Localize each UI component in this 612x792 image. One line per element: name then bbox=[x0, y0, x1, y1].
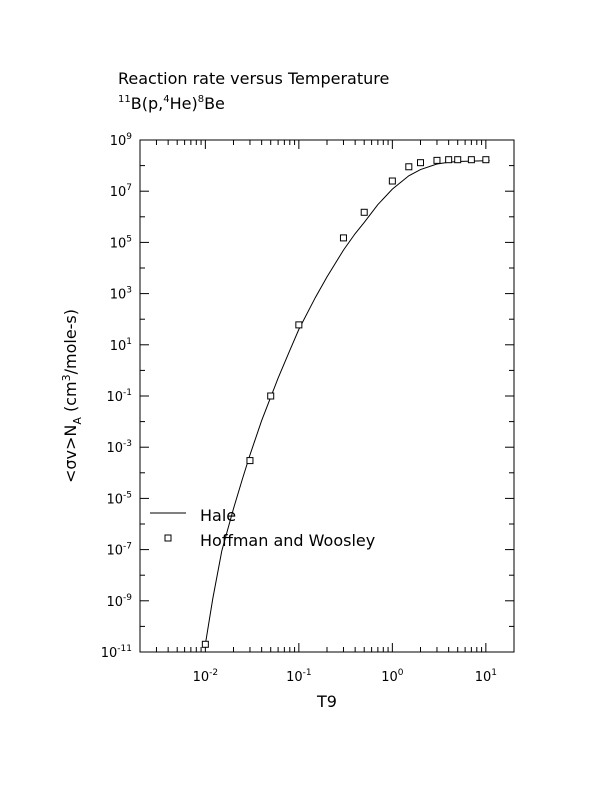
data-point-hoffman-woosley bbox=[246, 457, 254, 465]
y-tick-label: 109 bbox=[110, 132, 133, 149]
y-axis-title-main: <σv>N bbox=[61, 425, 80, 483]
y-tick-label-exponent: 7 bbox=[126, 183, 132, 193]
y-tick-label-exponent: -9 bbox=[123, 593, 132, 603]
y-tick-label: 103 bbox=[110, 286, 132, 303]
subtitle-mass-he: 4 bbox=[163, 93, 170, 105]
y-tick-label-base: 10 bbox=[110, 185, 127, 200]
y-tick-label-exponent: 1 bbox=[126, 337, 132, 347]
x-tick-label-base: 10 bbox=[286, 670, 303, 685]
y-tick-label-exponent: -11 bbox=[117, 644, 132, 654]
y-tick-label: 105 bbox=[110, 234, 132, 251]
plot-frame bbox=[139, 139, 515, 653]
y-tick-label-base: 10 bbox=[110, 236, 127, 251]
x-tick-label-base: 10 bbox=[193, 670, 210, 685]
x-tick-label-exponent: 0 bbox=[398, 668, 404, 678]
y-axis-title: <σv>NA (cm3/mole-s) bbox=[60, 309, 84, 483]
y-tick-label-exponent: -5 bbox=[123, 490, 132, 500]
data-point-hoffman-woosley bbox=[339, 234, 347, 242]
data-point-hoffman-woosley bbox=[405, 163, 413, 171]
y-tick-label-base: 10 bbox=[106, 544, 123, 559]
subtitle-elem-he: He) bbox=[169, 94, 198, 113]
x-tick-labels: 10-2 10-1 100 101 bbox=[193, 668, 497, 685]
data-point-hoffman-woosley bbox=[467, 156, 475, 164]
x-tick-label: 101 bbox=[475, 668, 497, 685]
data-point-hoffman-woosley bbox=[433, 156, 441, 164]
x-tick-label-exponent: -2 bbox=[209, 668, 218, 678]
x-tick-label: 10-1 bbox=[286, 668, 312, 685]
y-tick-label-base: 10 bbox=[110, 339, 127, 354]
y-tick-label-exponent: -7 bbox=[123, 542, 132, 552]
subtitle-mass-b: 11 bbox=[118, 93, 131, 105]
series-layer bbox=[201, 156, 490, 648]
legend-label-hale: Hale bbox=[200, 506, 236, 525]
y-tick-label-base: 10 bbox=[106, 441, 123, 456]
y-tick-label: 101 bbox=[110, 337, 132, 354]
axis-ticks bbox=[139, 139, 515, 653]
y-tick-label: 10-1 bbox=[106, 388, 132, 405]
data-point-hoffman-woosley bbox=[360, 208, 368, 216]
y-tick-label-base: 10 bbox=[110, 288, 127, 303]
subtitle-mass-be: 8 bbox=[197, 93, 205, 105]
y-tick-label-exponent: 3 bbox=[126, 286, 132, 296]
subtitle-elem-be: Be bbox=[204, 94, 225, 113]
y-tick-label-base: 10 bbox=[101, 646, 118, 661]
series-line-hale bbox=[204, 160, 490, 645]
y-tick-label-base: 10 bbox=[106, 595, 123, 610]
y-tick-label-exponent: -1 bbox=[123, 388, 132, 398]
subtitle-elem-b: B(p, bbox=[130, 94, 164, 113]
y-tick-label: 10-3 bbox=[106, 439, 132, 456]
x-tick-label-base: 10 bbox=[475, 670, 492, 685]
data-point-hoffman-woosley bbox=[267, 392, 275, 400]
data-point-hoffman-woosley bbox=[295, 321, 303, 329]
y-tick-label: 10-5 bbox=[106, 490, 132, 507]
y-tick-label-exponent: -3 bbox=[123, 439, 132, 449]
y-axis-title-sub: A bbox=[71, 417, 84, 425]
x-tick-label-base: 10 bbox=[381, 670, 398, 685]
chart-subtitle: 11B(p,4He)8Be bbox=[118, 94, 225, 113]
legend-square-marker bbox=[164, 534, 172, 542]
y-tick-label-base: 10 bbox=[110, 134, 127, 149]
data-point-hoffman-woosley bbox=[201, 640, 209, 648]
y-tick-label: 10-11 bbox=[101, 644, 132, 661]
data-point-hoffman-woosley bbox=[454, 156, 462, 164]
chart-title: Reaction rate versus Temperature bbox=[118, 69, 390, 88]
x-tick-label-exponent: -1 bbox=[303, 668, 312, 678]
x-tick-label-exponent: 1 bbox=[491, 668, 497, 678]
y-tick-label-base: 10 bbox=[106, 492, 123, 507]
data-point-hoffman-woosley bbox=[445, 156, 453, 164]
x-tick-label: 10-2 bbox=[193, 668, 219, 685]
legend-label-hoffman-woosley: Hoffman and Woosley bbox=[200, 531, 375, 550]
y-tick-label: 10-9 bbox=[106, 593, 132, 610]
legend: Hale Hoffman and Woosley bbox=[150, 506, 375, 550]
x-axis-title: T9 bbox=[316, 692, 337, 711]
y-tick-label: 10-7 bbox=[106, 542, 132, 559]
y-tick-label-exponent: 9 bbox=[126, 132, 132, 142]
y-axis-title-unit-open: (cm bbox=[61, 381, 80, 417]
y-axis-title-unit-close: /mole-s) bbox=[61, 309, 80, 374]
data-point-hoffman-woosley bbox=[482, 156, 490, 164]
y-tick-label-exponent: 5 bbox=[126, 234, 132, 244]
y-axis-title-unit-sup: 3 bbox=[60, 374, 73, 381]
data-point-hoffman-woosley bbox=[388, 177, 396, 185]
data-point-hoffman-woosley bbox=[417, 159, 424, 167]
y-tick-label: 107 bbox=[110, 183, 132, 200]
x-tick-label: 100 bbox=[381, 668, 404, 685]
y-tick-label-base: 10 bbox=[106, 390, 123, 405]
